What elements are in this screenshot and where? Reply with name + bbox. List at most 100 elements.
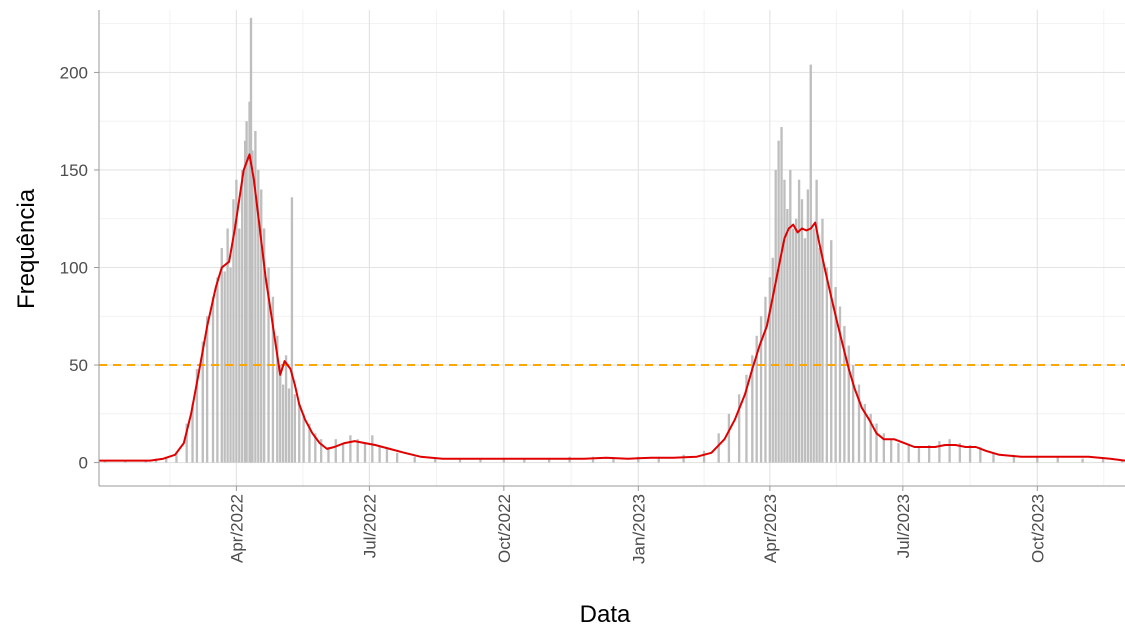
bar: [319, 439, 323, 463]
bar: [783, 179, 786, 463]
bar: [869, 413, 872, 463]
bar: [308, 423, 311, 463]
bar: [290, 197, 294, 463]
bar: [1081, 458, 1084, 463]
plot-panel: [99, 10, 1125, 486]
x-tick-label: Oct/2022: [495, 494, 514, 563]
bar: [205, 316, 209, 463]
bar: [385, 448, 389, 463]
bar: [243, 140, 247, 463]
bar: [979, 446, 982, 463]
bar: [226, 228, 229, 463]
bar: [293, 394, 297, 463]
x-tick-label: Jul/2023: [894, 494, 913, 558]
bar: [745, 374, 748, 463]
bar: [201, 341, 204, 463]
bar: [834, 287, 837, 463]
bar: [777, 140, 780, 463]
bar: [356, 439, 359, 463]
bar: [1012, 454, 1016, 463]
trend-line-layer: [99, 153, 1125, 462]
bar: [245, 121, 248, 463]
bar: [254, 130, 257, 463]
bar: [897, 443, 900, 463]
bar: [815, 179, 818, 463]
bar: [838, 306, 842, 463]
bar: [363, 443, 367, 463]
bar: [806, 189, 810, 463]
x-tick-labels: Apr/2022 Jul/2022 Oct/2022 Jan/2023 Apr/2023…: [227, 494, 1047, 564]
bar: [780, 127, 783, 463]
bar: [637, 456, 640, 463]
bar: [847, 345, 850, 463]
bar: [238, 228, 241, 463]
bar: [774, 169, 777, 463]
bar: [809, 64, 812, 463]
bar: [175, 452, 178, 463]
bar: [271, 296, 275, 463]
bar: [857, 384, 861, 463]
bar: [751, 355, 754, 463]
bar: [737, 394, 741, 463]
bar: [211, 296, 215, 463]
bar: [458, 458, 462, 463]
bar: [789, 169, 792, 463]
bar: [830, 240, 833, 463]
bar: [191, 404, 194, 463]
bar: [349, 435, 352, 463]
bar: [797, 179, 801, 463]
bar: [764, 296, 767, 463]
bar: [216, 277, 219, 463]
bar: [821, 218, 824, 463]
bar: [863, 404, 867, 463]
bar: [260, 189, 263, 463]
bar: [395, 452, 399, 463]
bar: [591, 456, 595, 463]
bar: [759, 316, 763, 463]
bar: [907, 445, 910, 463]
bar: [657, 456, 660, 463]
x-axis-title: Data: [580, 601, 631, 628]
bar: [992, 452, 995, 463]
bar: [800, 199, 804, 463]
y-tick-label: 150: [60, 161, 88, 180]
bar: [124, 460, 127, 463]
bar: [1036, 456, 1039, 463]
bar: [875, 423, 878, 463]
bar: [523, 458, 526, 463]
bar: [547, 458, 551, 463]
bar: [968, 445, 972, 463]
bar: [144, 460, 147, 463]
bar: [232, 199, 235, 463]
bar: [755, 335, 758, 463]
bar: [889, 439, 893, 463]
bar: [284, 355, 288, 463]
bar: [771, 257, 774, 463]
bar: [185, 423, 188, 463]
bar: [241, 169, 244, 463]
x-tick-label: Apr/2022: [227, 494, 246, 563]
bar: [334, 439, 337, 463]
bar: [249, 17, 253, 463]
bar: [251, 150, 254, 463]
x-tick-label: Jul/2022: [360, 494, 379, 558]
x-tick-label: Apr/2023: [761, 494, 780, 563]
bar: [818, 248, 821, 463]
bar: [235, 179, 238, 463]
bar: [938, 441, 941, 463]
bar: [314, 433, 317, 463]
bar: [825, 267, 829, 463]
bar: [717, 433, 720, 463]
bar: [276, 335, 279, 463]
bar: [257, 169, 260, 463]
bar: [1056, 456, 1059, 463]
bar: [682, 454, 685, 463]
bar: [768, 277, 772, 463]
bar: [612, 458, 615, 463]
bar: [794, 218, 798, 463]
bar: [302, 413, 305, 463]
bar: [882, 433, 886, 463]
bar: [1120, 460, 1124, 463]
bar: [479, 458, 482, 463]
bar: [287, 388, 291, 463]
